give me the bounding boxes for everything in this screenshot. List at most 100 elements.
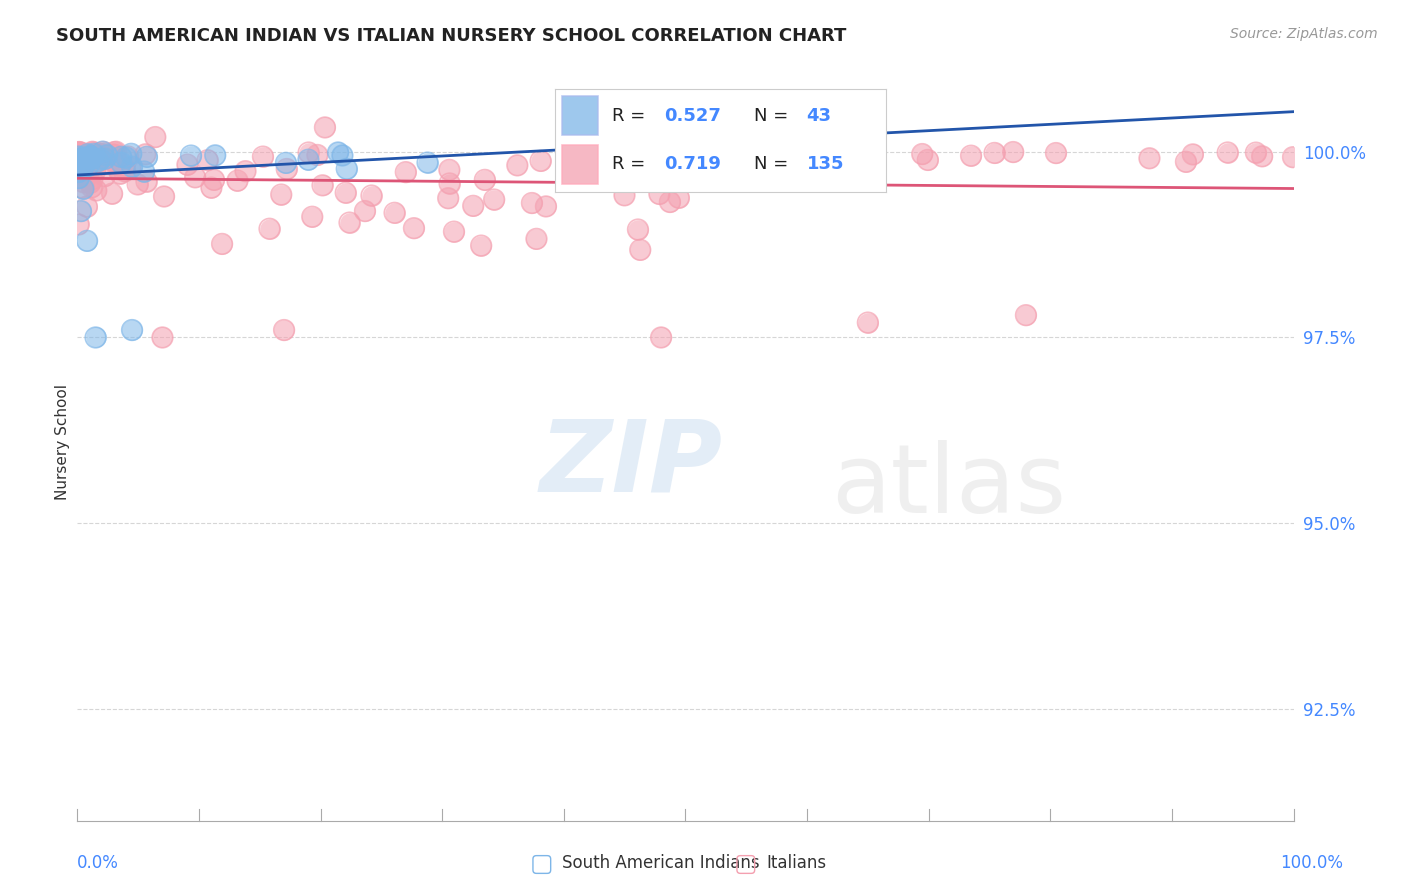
Point	[80, 180, 103, 194]
Point	[70, 204, 93, 219]
Point	[314, 120, 336, 135]
Point	[568, 168, 591, 182]
Point	[103, 145, 125, 160]
Point	[297, 145, 319, 160]
Point	[730, 145, 752, 159]
Point	[326, 145, 349, 160]
Point	[77, 155, 100, 169]
Point	[136, 150, 159, 164]
Text: South American Indians: South American Indians	[562, 855, 761, 872]
Point	[97, 151, 120, 165]
Point	[395, 165, 418, 179]
Point	[72, 182, 94, 196]
Point	[180, 148, 202, 162]
Point	[89, 153, 111, 168]
Point	[120, 146, 142, 161]
Point	[706, 152, 728, 166]
Point	[93, 147, 115, 161]
Point	[114, 161, 136, 176]
Point	[89, 146, 111, 161]
Point	[110, 156, 132, 170]
Point	[80, 180, 103, 194]
Point	[121, 323, 143, 337]
Point	[67, 157, 90, 171]
Point	[856, 316, 879, 330]
Point	[70, 180, 93, 194]
Point	[114, 161, 136, 176]
Point	[856, 316, 879, 330]
Text: Italians: Italians	[766, 855, 827, 872]
Point	[82, 172, 104, 186]
Point	[121, 323, 143, 337]
Point	[75, 152, 97, 166]
Point	[301, 210, 323, 224]
Point	[273, 323, 295, 337]
Point	[90, 152, 112, 166]
Point	[72, 156, 94, 170]
Point	[84, 184, 107, 198]
Point	[75, 169, 97, 183]
Point	[79, 150, 101, 164]
Point	[311, 178, 333, 193]
Point	[184, 170, 207, 185]
Point	[184, 170, 207, 185]
Point	[77, 159, 100, 173]
Point	[613, 188, 636, 202]
Point	[93, 147, 115, 161]
Point	[1181, 147, 1204, 161]
Point	[474, 173, 496, 187]
Point	[703, 145, 725, 160]
Point	[276, 161, 298, 176]
Text: 0.527: 0.527	[665, 107, 721, 125]
Point	[706, 152, 728, 166]
Text: R =: R =	[612, 155, 651, 173]
Point	[402, 221, 425, 235]
Point	[332, 148, 354, 162]
Point	[115, 151, 138, 165]
Point	[67, 171, 90, 186]
Point	[67, 145, 90, 160]
Point	[69, 153, 91, 167]
Point	[69, 159, 91, 173]
Point	[110, 156, 132, 170]
Point	[259, 221, 281, 235]
Point	[1002, 145, 1025, 159]
Point	[105, 156, 128, 170]
Point	[335, 186, 357, 200]
Point	[226, 174, 249, 188]
Point	[200, 180, 222, 194]
Point	[76, 169, 98, 183]
Point	[668, 191, 690, 205]
Point	[437, 191, 460, 205]
Point	[84, 184, 107, 198]
Point	[384, 206, 406, 220]
Text: ▢: ▢	[734, 852, 756, 875]
Point	[84, 163, 107, 178]
Point	[1174, 154, 1197, 169]
Point	[747, 147, 769, 161]
Point	[520, 196, 543, 211]
Point	[94, 152, 117, 166]
Point	[613, 188, 636, 202]
Point	[70, 147, 93, 161]
Point	[69, 153, 91, 167]
Point	[307, 148, 329, 162]
Point	[678, 146, 700, 161]
Point	[69, 149, 91, 163]
Point	[90, 152, 112, 166]
Point	[67, 145, 90, 159]
Point	[75, 152, 97, 166]
Point	[136, 150, 159, 164]
Point	[79, 149, 101, 163]
Point	[274, 156, 297, 170]
Point	[314, 120, 336, 135]
Point	[176, 158, 198, 172]
Point	[84, 330, 107, 344]
Text: 0.0%: 0.0%	[77, 855, 120, 872]
Point	[67, 171, 90, 186]
Point	[70, 204, 93, 219]
Point	[75, 149, 97, 163]
Point	[83, 146, 105, 161]
Point	[1015, 308, 1038, 322]
Point	[439, 177, 461, 191]
